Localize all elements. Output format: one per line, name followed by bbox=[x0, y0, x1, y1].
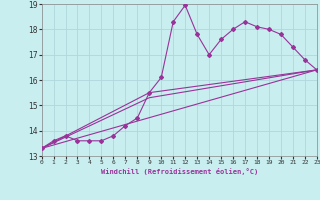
X-axis label: Windchill (Refroidissement éolien,°C): Windchill (Refroidissement éolien,°C) bbox=[100, 168, 258, 175]
